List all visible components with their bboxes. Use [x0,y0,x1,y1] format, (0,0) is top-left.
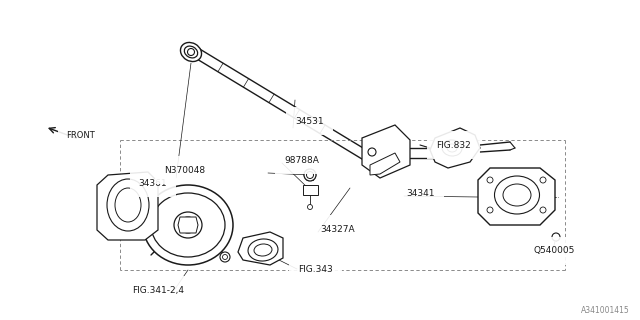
Ellipse shape [174,212,202,238]
Circle shape [368,148,376,156]
Text: Q540005: Q540005 [533,246,574,255]
Text: FRONT: FRONT [66,131,95,140]
Ellipse shape [179,217,197,233]
Polygon shape [478,168,555,225]
Polygon shape [370,153,400,175]
Circle shape [540,207,546,213]
Text: FIG.832: FIG.832 [436,140,471,149]
Text: 34327A: 34327A [320,225,355,234]
Ellipse shape [503,184,531,206]
Circle shape [307,172,314,179]
Ellipse shape [495,176,540,214]
Circle shape [540,177,546,183]
Polygon shape [97,172,158,240]
Ellipse shape [248,239,278,261]
Text: 98788A: 98788A [284,156,319,164]
Text: A341001415: A341001415 [581,306,630,315]
Circle shape [487,177,493,183]
Circle shape [304,169,316,181]
Circle shape [307,204,312,210]
Circle shape [220,252,230,262]
Ellipse shape [442,140,462,156]
Text: 34531: 34531 [295,116,324,125]
Text: FIG.341-2,4: FIG.341-2,4 [132,285,184,294]
Ellipse shape [180,43,202,61]
Ellipse shape [447,144,457,152]
Ellipse shape [184,46,198,58]
Circle shape [223,254,227,260]
Text: 34361: 34361 [139,179,167,188]
Ellipse shape [143,185,233,265]
Circle shape [487,207,493,213]
Polygon shape [362,125,410,178]
Ellipse shape [254,244,272,256]
Circle shape [552,233,560,241]
Text: FIG.343: FIG.343 [298,266,333,275]
Polygon shape [238,232,283,265]
Polygon shape [303,185,318,195]
Ellipse shape [115,188,141,222]
Ellipse shape [107,179,149,231]
Polygon shape [430,128,480,168]
Polygon shape [178,217,198,233]
Circle shape [188,49,195,55]
Text: N370048: N370048 [164,165,205,174]
Text: 34341: 34341 [406,188,435,197]
Ellipse shape [151,193,225,257]
